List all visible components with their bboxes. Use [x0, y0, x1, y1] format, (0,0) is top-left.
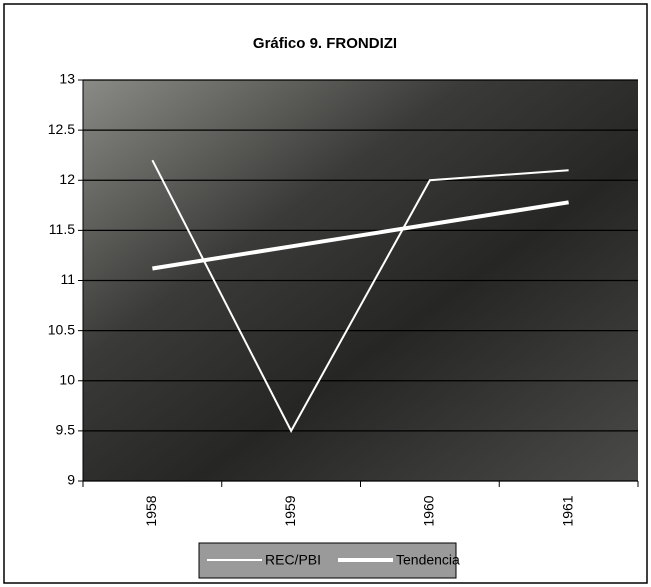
chart: Gráfico 9. FRONDIZI REC/PBI Tendencia 9 9.…	[0, 0, 651, 587]
x-tick-label: 1961	[559, 495, 575, 526]
y-tick-label: 10	[59, 371, 75, 387]
legend-label: Tendencia	[396, 552, 460, 568]
y-tick-label: 13	[59, 71, 75, 87]
y-tick-label: 9	[67, 472, 75, 488]
x-tick-label: 1958	[143, 495, 159, 526]
chart-title: Gráfico 9. FRONDIZI	[253, 35, 397, 52]
x-tick-label: 1959	[282, 495, 298, 526]
y-tick-label: 11.5	[49, 221, 75, 237]
page: {"chart_data": {"type": "line", "title":…	[0, 0, 651, 587]
y-tick-label: 10.5	[48, 321, 75, 337]
y-tick-label: 12	[59, 171, 75, 187]
x-tick-label: 1960	[421, 495, 437, 526]
y-tick-label: 9.5	[56, 422, 76, 438]
y-tick-label: 11	[60, 271, 75, 287]
legend-label: REC/PBI	[265, 552, 321, 568]
y-tick-label: 12.5	[48, 121, 75, 137]
